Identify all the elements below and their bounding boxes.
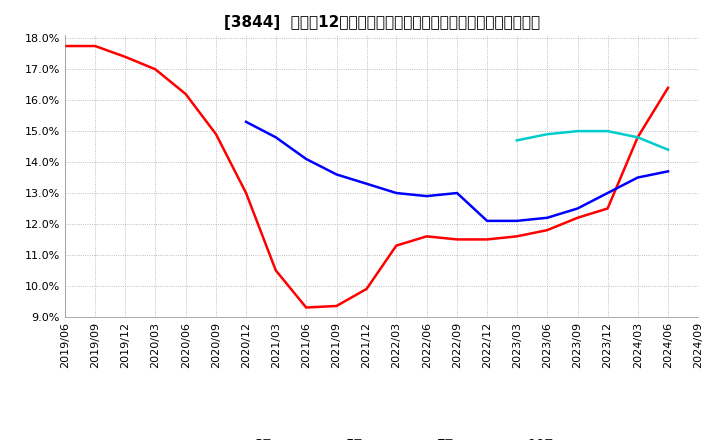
Title: [3844]  売上高12か月移動合計の対前年同期増減率の平均値の推移: [3844] 売上高12か月移動合計の対前年同期増減率の平均値の推移 [223,15,540,30]
Legend: 3年, 5年, 7年, 10年: 3年, 5年, 7年, 10年 [204,431,559,440]
